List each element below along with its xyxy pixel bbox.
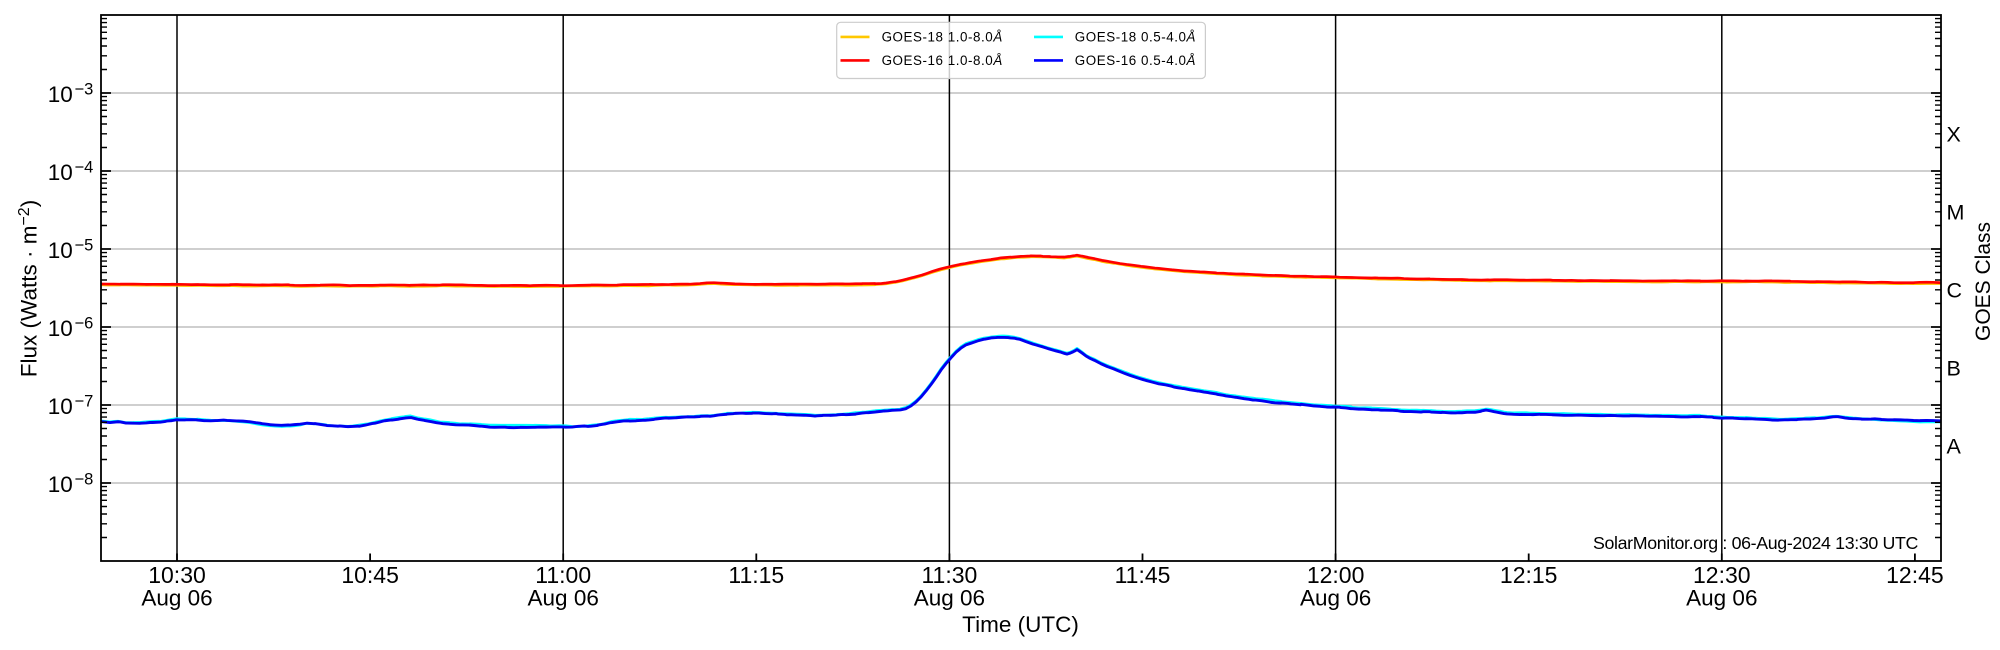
svg-text:10: 10 xyxy=(48,316,73,341)
svg-text:11:45: 11:45 xyxy=(1115,562,1171,588)
svg-text:C: C xyxy=(1947,278,1963,302)
svg-text:11:15: 11:15 xyxy=(728,562,784,588)
svg-text:10:30: 10:30 xyxy=(148,562,206,588)
svg-text:12:00: 12:00 xyxy=(1307,562,1365,588)
svg-text:12:15: 12:15 xyxy=(1500,562,1558,588)
svg-text:GOES-16 1.0-8.0Å: GOES-16 1.0-8.0Å xyxy=(882,53,1003,68)
svg-text:SolarMonitor.org : 06-Aug-2024: SolarMonitor.org : 06-Aug-2024 13:30 UTC xyxy=(1593,533,1919,553)
svg-text:X: X xyxy=(1947,122,1961,146)
svg-text:−5: −5 xyxy=(75,237,94,255)
svg-text:12:45: 12:45 xyxy=(1886,562,1944,588)
svg-text:−7: −7 xyxy=(75,393,94,411)
svg-text:10: 10 xyxy=(48,394,73,419)
svg-text:12:30: 12:30 xyxy=(1693,562,1751,588)
svg-text:−8: −8 xyxy=(75,471,94,489)
svg-text:Aug 06: Aug 06 xyxy=(914,586,985,611)
svg-text:GOES-16 0.5-4.0Å: GOES-16 0.5-4.0Å xyxy=(1075,53,1196,68)
svg-text:11:00: 11:00 xyxy=(535,562,591,588)
svg-text:−4: −4 xyxy=(75,159,94,177)
svg-text:B: B xyxy=(1947,356,1961,380)
svg-text:10: 10 xyxy=(48,82,73,107)
svg-text:GOES-18 0.5-4.0Å: GOES-18 0.5-4.0Å xyxy=(1075,30,1196,45)
svg-text:−3: −3 xyxy=(75,81,94,99)
svg-text:GOES-18 1.0-8.0Å: GOES-18 1.0-8.0Å xyxy=(882,30,1003,45)
svg-text:−6: −6 xyxy=(75,315,94,333)
svg-text:Aug 06: Aug 06 xyxy=(528,586,599,611)
svg-text:Aug 06: Aug 06 xyxy=(1300,586,1371,611)
svg-text:M: M xyxy=(1947,200,1965,224)
svg-text:Time (UTC): Time (UTC) xyxy=(962,612,1079,637)
svg-text:10: 10 xyxy=(48,238,73,263)
svg-text:GOES Class: GOES Class xyxy=(1972,222,1995,341)
svg-text:Flux (Watts · m−2): Flux (Watts · m−2) xyxy=(16,200,42,377)
svg-text:11:30: 11:30 xyxy=(921,562,977,588)
svg-text:Aug 06: Aug 06 xyxy=(1686,586,1757,611)
svg-text:10: 10 xyxy=(48,160,73,185)
svg-text:10: 10 xyxy=(48,472,73,497)
svg-text:A: A xyxy=(1947,434,1962,458)
svg-text:10:45: 10:45 xyxy=(341,562,399,588)
svg-text:Aug 06: Aug 06 xyxy=(141,586,212,611)
